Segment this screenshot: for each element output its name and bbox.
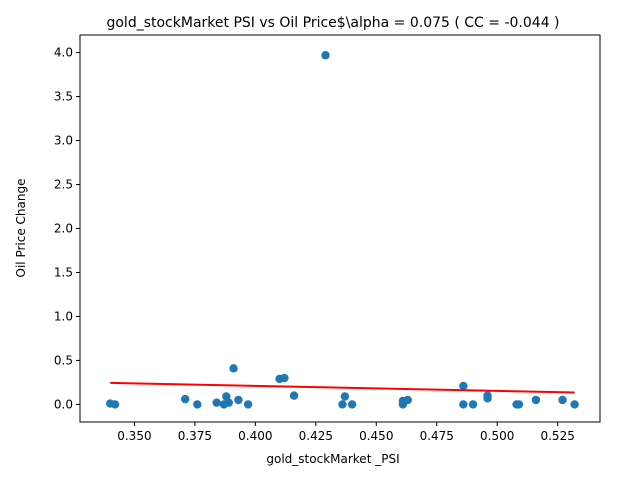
data-point (468, 400, 478, 409)
y-tick-label: 4.0 (54, 46, 73, 60)
data-point (483, 394, 492, 403)
data-point (347, 400, 357, 409)
data-point (531, 395, 541, 405)
x-tick-label: 0.425 (299, 429, 333, 443)
y-tick-label: 0.5 (54, 353, 73, 367)
x-axis-label: gold_stockMarket _PSI (266, 452, 399, 466)
plot-area: 0.350 0.375 0.400 0.425 0.450 0.475 0.500 0.525… (54, 34, 601, 443)
data-point (234, 395, 243, 405)
y-tick-label: 3.5 (54, 90, 73, 104)
x-tick-label: 0.375 (178, 429, 212, 443)
y-tick-label: 3.0 (54, 134, 73, 148)
x-tick-label: 0.525 (540, 429, 574, 443)
x-tick-label: 0.350 (117, 429, 151, 443)
data-point (193, 400, 202, 409)
y-tick-label: 2.5 (54, 178, 73, 192)
y-axis-label: Oil Price Change (14, 179, 28, 278)
data-point (321, 51, 330, 60)
y-tick-label: 2.0 (54, 222, 73, 236)
data-point (243, 400, 253, 409)
data-point (212, 398, 221, 407)
x-tick-label: 0.500 (480, 429, 514, 443)
data-point (280, 373, 289, 383)
data-point (514, 400, 524, 409)
data-point (570, 400, 579, 409)
y-tick-label: 1.5 (54, 265, 73, 279)
chart-title: gold_stockMarket PSI vs Oil Price$\alpha… (106, 15, 559, 31)
data-point (338, 400, 347, 409)
data-point (224, 398, 233, 407)
x-tick-label: 0.450 (359, 429, 393, 443)
x-tick-label: 0.475 (420, 429, 454, 443)
data-point (340, 392, 350, 401)
y-tick-label: 1.0 (54, 309, 73, 323)
data-point (459, 381, 468, 391)
y-tick-label: 0.0 (54, 397, 73, 411)
data-point (181, 394, 190, 404)
data-point (229, 364, 238, 373)
data-point (558, 395, 567, 405)
data-point (459, 400, 468, 409)
x-tick-label: 0.400 (238, 429, 272, 443)
data-point (289, 391, 299, 400)
data-point (110, 400, 120, 409)
fit-line (110, 381, 575, 394)
data-point (403, 395, 412, 405)
